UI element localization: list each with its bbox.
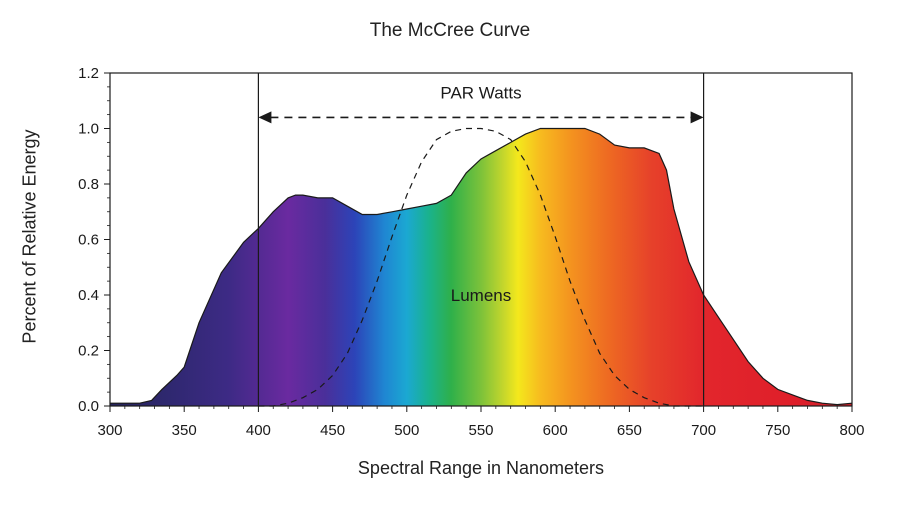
x-tick-label: 300 [97,422,122,439]
lumens-curve [258,127,704,407]
spectrum-area [110,128,852,406]
par-arrow-left-head [258,111,272,124]
lumens-label: Lumens [451,286,511,305]
y-tick-label: 0.0 [78,398,99,415]
x-axis-label: Spectral Range in Nanometers [357,458,605,478]
y-axis-label: Percent of Relative Energy [19,129,40,344]
y-tick-label: 0.2 [78,343,99,360]
y-tick-label: 0.6 [78,232,99,249]
par-arrow-right-head [690,111,704,124]
x-tick-label: 500 [394,422,419,439]
spectrum-outline [110,127,853,406]
y-tick-label: 1.2 [78,65,99,82]
x-tick-label: 450 [320,422,345,439]
x-tick-label: 700 [691,422,716,439]
y-tick-label: 1.0 [78,121,99,138]
x-tick-label: 600 [543,422,568,439]
x-tick-label: 800 [839,422,864,439]
x-tick-label: 350 [172,422,197,439]
y-tick-label: 0.8 [78,176,99,193]
x-tick-label: 400 [246,422,271,439]
x-tick-label: 650 [617,422,642,439]
x-tick-label: 550 [468,422,493,439]
y-tick-label: 0.4 [78,287,99,304]
par-watts-label: PAR Watts [440,83,521,102]
x-tick-label: 750 [765,422,790,439]
chart-title: The McCree Curve [369,20,531,41]
